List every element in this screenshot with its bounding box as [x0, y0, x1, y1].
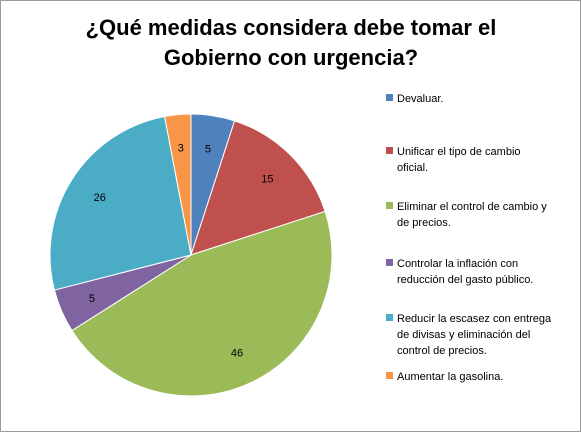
legend-label-line: Controlar la inflación con [397, 258, 519, 270]
legend-label-line: Reducir la escasez con entrega [397, 313, 552, 325]
legend-label-line: de divisas y eliminación del [397, 329, 531, 341]
legend-label-2: Eliminar el control de cambio y de precio… [397, 199, 572, 231]
legend-label-line: Eliminar el control de cambio y [397, 201, 547, 213]
legend-label-line: reducción del gasto público. [397, 274, 534, 286]
chart-title-line-1: ¿Qué medidas considera debe tomar el [85, 15, 497, 40]
legend-label-4: Reducir la escasez con entrega de divisas… [397, 311, 572, 359]
legend-swatch-3 [386, 259, 393, 266]
pie-data-label-1: 15 [261, 174, 273, 186]
pie-slice-2 [71, 210, 333, 397]
legend-label-line: oficial. [397, 162, 429, 174]
pie-data-label-3: 5 [89, 293, 95, 305]
pie-slice-4 [49, 115, 192, 291]
pie-slice-1 [190, 120, 326, 256]
legend-label-0: Devaluar. [397, 91, 572, 107]
legend-label-line: de precios. [397, 217, 451, 229]
pie-data-label-5: 3 [178, 143, 184, 155]
pie-data-label-4: 26 [94, 192, 106, 204]
legend-swatch-5 [386, 372, 393, 379]
pie-data-label-0: 5 [205, 143, 211, 155]
legend-swatch-1 [386, 147, 393, 154]
chart-title-line-2: Gobierno con urgencia? [163, 45, 419, 70]
pie-slice-5 [163, 113, 192, 256]
legend-swatch-2 [386, 202, 393, 209]
legend-swatch-0 [386, 94, 393, 101]
pie-data-label-2: 46 [231, 348, 243, 360]
legend-label-3: Controlar la inflación con reducción del … [397, 256, 572, 288]
legend-label-line: Unificar el tipo de cambio [397, 146, 521, 158]
legend-label-5: Aumentar la gasolina. [397, 369, 572, 385]
chart-title: ¿Qué medidas considera debe tomar el Gob… [21, 13, 561, 73]
legend-label-line: control de precios. [397, 345, 487, 357]
legend-label-line: Aumentar la gasolina. [397, 371, 504, 383]
legend-label-line: Devaluar. [397, 93, 444, 105]
legend-label-1: Unificar el tipo de cambio oficial. [397, 144, 572, 176]
legend-swatch-4 [386, 314, 393, 321]
